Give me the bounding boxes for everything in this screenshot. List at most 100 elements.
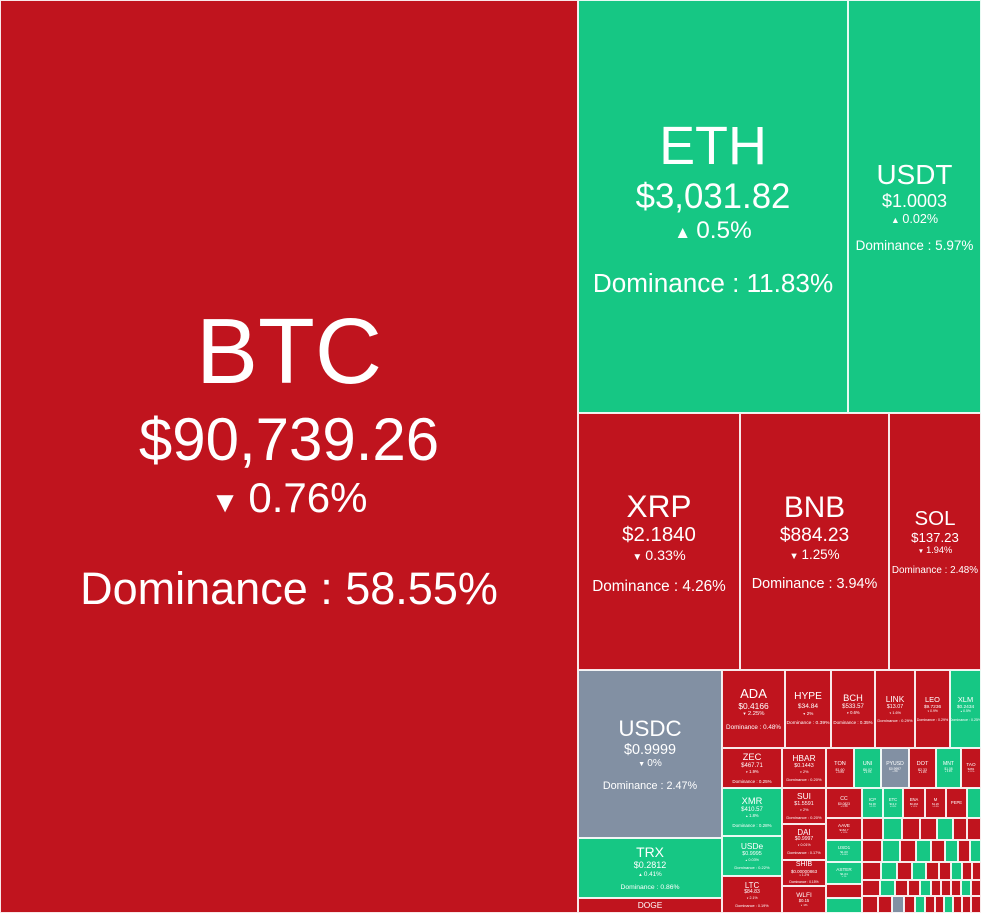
minor-coin-tile[interactable]: [897, 862, 912, 880]
tile-tao[interactable]: TAO $281 ▼2.2%: [961, 748, 981, 788]
tile-usdc[interactable]: USDC $0.9999 ▼ 0% Dominance : 2.47%: [578, 670, 722, 838]
minor-coin-tile[interactable]: [862, 840, 882, 862]
tile-shib[interactable]: SHIB $0.00000863 ▼1.2% Dominance : 0.15%: [782, 860, 826, 886]
minor-coin-tile[interactable]: [826, 898, 862, 913]
tile-hype[interactable]: HYPE $34.84 ▼2% Dominance : 0.39%: [785, 670, 831, 748]
minor-coin-tile[interactable]: [902, 818, 920, 840]
minor-coin-tile[interactable]: [962, 896, 971, 913]
minor-coin-tile[interactable]: [962, 862, 972, 880]
minor-coin-tile[interactable]: [926, 862, 939, 880]
minor-coin-tile[interactable]: [916, 840, 931, 862]
tile-price: $884.23: [779, 525, 850, 547]
tile-usdt[interactable]: USDT $1.0003 ▲ 0.02% Dominance : 5.97%: [848, 0, 981, 413]
minor-coin-tile[interactable]: [882, 840, 900, 862]
minor-coin-tile[interactable]: [971, 896, 981, 913]
tile-dai[interactable]: DAI $0.9997 ▼0.01% Dominance : 0.17%: [782, 824, 826, 860]
tile-doge[interactable]: DOGE: [578, 898, 722, 913]
minor-coin-tile[interactable]: [967, 788, 981, 818]
minor-coin-tile[interactable]: [967, 818, 981, 840]
tile-icp[interactable]: ICP $3.96 ▲1.2%: [862, 788, 883, 818]
tile-ada[interactable]: ADA $0.4166 ▼2.25% Dominance : 0.48%: [722, 670, 785, 748]
minor-coin-tile[interactable]: [892, 896, 904, 913]
tile-sol[interactable]: SOL $137.23 ▼ 1.94% Dominance : 2.48%: [889, 413, 981, 670]
minor-coin-tile[interactable]: [904, 896, 915, 913]
tile-cc[interactable]: CC $0.0823 ▼1.4%: [826, 788, 862, 818]
minor-coin-tile[interactable]: [944, 896, 953, 913]
tile-mnt[interactable]: MNT $1.08 ▲0.6%: [936, 748, 961, 788]
tile-bnb[interactable]: BNB $884.23 ▼ 1.25% Dominance : 3.94%: [740, 413, 889, 670]
tile-leo[interactable]: LEO $9.7236 ▼0.9% Dominance : 0.29%: [915, 670, 950, 748]
dominance-value: 0.22%: [758, 864, 770, 870]
tile-aster[interactable]: ASTER $1.04 ▲1%: [826, 862, 862, 884]
minor-coin-tile[interactable]: [912, 862, 926, 880]
minor-coin-tile[interactable]: [915, 896, 925, 913]
tile-price: $0.15: [798, 898, 810, 904]
minor-coin-tile[interactable]: [953, 896, 962, 913]
tile-symbol: ADA: [740, 685, 767, 701]
minor-coin-tile[interactable]: [941, 880, 951, 896]
minor-coin-tile[interactable]: [900, 840, 916, 862]
tile-zec[interactable]: ZEC $467.71 ▼1.9% Dominance : 0.25%: [722, 748, 782, 788]
tile-dot[interactable]: DOT $2.33 ▼1.2%: [909, 748, 936, 788]
minor-coin-tile[interactable]: [862, 896, 878, 913]
tile-symbol: TRX: [636, 844, 664, 861]
minor-coin-tile[interactable]: [931, 840, 945, 862]
tile-ton[interactable]: TON $1.60 ▼0.8%: [826, 748, 854, 788]
tile-ltc[interactable]: LTC $84.83 ▼2.1% Dominance : 0.19%: [722, 876, 782, 913]
minor-coin-tile[interactable]: [880, 880, 895, 896]
tile-aave[interactable]: AAVE $162.7 ▼1.3%: [826, 818, 862, 840]
tile-change-value: 2.25%: [747, 711, 765, 718]
minor-coin-tile[interactable]: [883, 818, 902, 840]
tile-m[interactable]: M $1.26 ▼2.4%: [925, 788, 946, 818]
minor-coin-tile[interactable]: [939, 862, 951, 880]
tile-link[interactable]: LINK $13.07 ▼1.6% Dominance : 0.29%: [875, 670, 915, 748]
tile-uni[interactable]: UNI $6.02 ▲0.7%: [854, 748, 881, 788]
minor-coin-tile[interactable]: [935, 896, 944, 913]
tile-usde[interactable]: USDe $0.9995 ▲0.03% Dominance : 0.22%: [722, 836, 782, 876]
minor-coin-tile[interactable]: [920, 880, 931, 896]
tile-change-value: 0.8%: [838, 770, 844, 774]
tile-xlm[interactable]: XLM $0.2434 ▲0.5% Dominance : 0.25%: [950, 670, 981, 748]
tile-sui[interactable]: SUI $1.5591 ▼2% Dominance : 0.20%: [782, 788, 826, 824]
tile-xmr[interactable]: XMR $410.57 ▲1.8% Dominance : 0.28%: [722, 788, 782, 836]
minor-coin-tile[interactable]: [961, 880, 971, 896]
tile-pepe[interactable]: PEPE: [946, 788, 967, 818]
tile-bch[interactable]: BCH $533.57 ▼0.6% Dominance : 0.35%: [831, 670, 875, 748]
minor-coin-tile[interactable]: [862, 880, 880, 896]
minor-coin-tile[interactable]: [937, 818, 953, 840]
tile-trx[interactable]: TRX $0.2812 ▲0.41% Dominance : 0.86%: [578, 838, 722, 898]
tile-btc[interactable]: BTC $90,739.26 ▼ 0.76% Dominance : 58.55%: [0, 0, 578, 913]
minor-coin-tile[interactable]: [925, 896, 935, 913]
tile-xrp[interactable]: XRP $2.1840 ▼ 0.33% Dominance : 4.26%: [578, 413, 740, 670]
tile-dominance: Dominance : 0.48%: [726, 724, 781, 731]
minor-coin-tile[interactable]: [945, 840, 958, 862]
minor-coin-tile[interactable]: [951, 862, 962, 880]
tile-ena[interactable]: ENA $0.264 ▼1.1%: [903, 788, 925, 818]
minor-coin-tile[interactable]: [881, 862, 897, 880]
minor-coin-tile[interactable]: [862, 818, 883, 840]
minor-coin-tile[interactable]: [972, 862, 981, 880]
minor-coin-tile[interactable]: [958, 840, 970, 862]
tile-hbar[interactable]: HBAR $0.1443 ▼2% Dominance : 0.20%: [782, 748, 826, 788]
minor-coin-tile[interactable]: [970, 840, 981, 862]
minor-coin-tile[interactable]: [862, 862, 881, 880]
minor-coin-tile[interactable]: [931, 880, 941, 896]
tile-wlfi[interactable]: WLFI $0.15 ▼1%: [782, 886, 826, 913]
tile-usd1[interactable]: USD1 $1.00 ▲0.04%: [826, 840, 862, 862]
minor-coin-tile[interactable]: [826, 884, 862, 898]
minor-coin-tile[interactable]: [920, 818, 937, 840]
tile-etc[interactable]: ETC $13.0 ▲0.8%: [883, 788, 903, 818]
minor-coin-tile[interactable]: [908, 880, 920, 896]
tile-change: ▼0%: [892, 771, 897, 774]
minor-coin-tile[interactable]: [951, 880, 961, 896]
triangle-up-icon: ▲: [840, 855, 842, 857]
minor-coin-tile[interactable]: [971, 880, 981, 896]
tile-eth[interactable]: ETH $3,031.82 ▲ 0.5% Dominance : 11.83%: [578, 0, 848, 413]
tile-dominance: Dominance : 0.19%: [735, 904, 768, 908]
minor-coin-tile[interactable]: [878, 896, 892, 913]
minor-coin-tile[interactable]: [953, 818, 967, 840]
minor-coin-tile[interactable]: [895, 880, 908, 896]
tile-symbol: BNB: [783, 490, 846, 524]
tile-dominance: Dominance : 3.94%: [752, 576, 878, 593]
tile-pyusd[interactable]: PYUSD $0.9997 ▼0%: [881, 748, 909, 788]
